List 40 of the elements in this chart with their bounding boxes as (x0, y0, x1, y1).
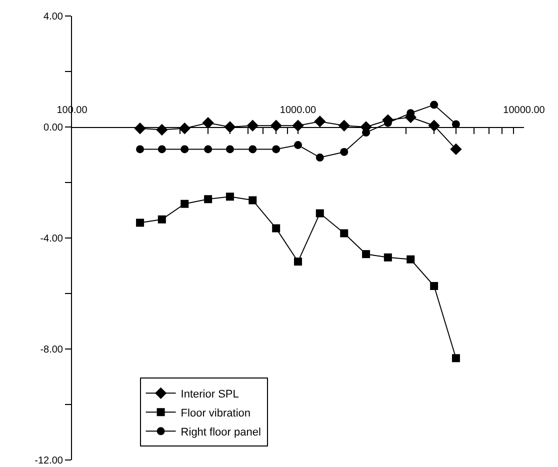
point (248, 145, 257, 154)
legend-label: Right floor panel (180, 426, 261, 438)
point (156, 124, 168, 136)
point (340, 148, 348, 156)
point (316, 209, 324, 218)
point (362, 250, 370, 258)
point (384, 253, 392, 262)
point (202, 116, 214, 129)
point (204, 195, 212, 204)
y-tick-label: -8.00 (40, 344, 64, 356)
point (226, 145, 234, 154)
y-tick-label: 0.00 (44, 122, 64, 134)
point (430, 100, 438, 109)
point (340, 229, 348, 238)
point (136, 218, 144, 227)
y-tick-label: -4.00 (40, 234, 64, 244)
point (450, 143, 462, 156)
point (294, 141, 302, 150)
y-tick-label: -12.00 (34, 456, 64, 466)
legend-label: Interior SPL (180, 388, 239, 400)
point (180, 145, 189, 154)
point (316, 154, 324, 162)
y-tick-label: 4.00 (44, 12, 64, 22)
point (272, 145, 280, 154)
point (136, 145, 144, 154)
point (204, 145, 212, 154)
point (406, 255, 415, 264)
x-tick-label: 1000.00 (280, 105, 317, 116)
point (248, 196, 257, 204)
x-tick-label: 10000.00 (503, 105, 546, 116)
point (158, 215, 166, 224)
point (180, 200, 189, 208)
point (430, 282, 438, 290)
point (314, 116, 326, 128)
point (158, 145, 166, 154)
point (452, 354, 460, 362)
point (272, 224, 280, 232)
legend-label: Floor vibration (180, 407, 251, 420)
point (294, 258, 302, 266)
point (226, 192, 234, 201)
